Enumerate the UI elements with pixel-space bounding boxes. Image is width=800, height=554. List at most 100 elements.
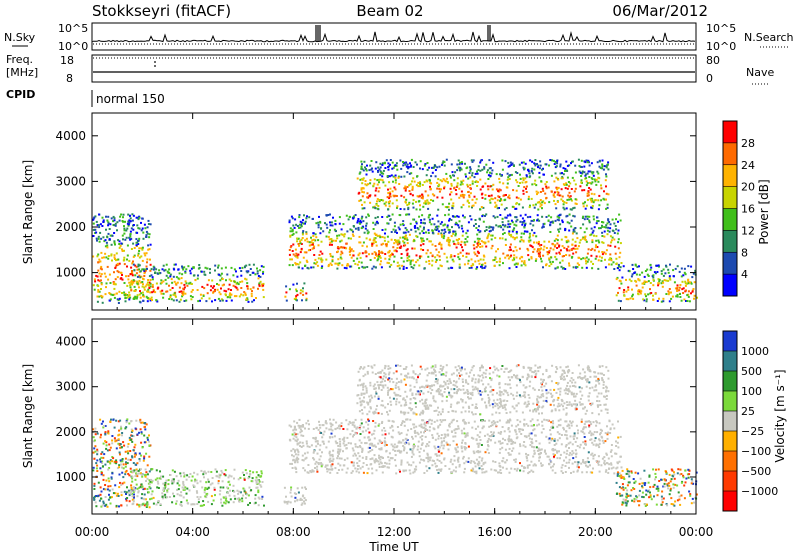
range-gate-cell [291,229,294,232]
range-gate-cell [524,181,527,184]
range-gate-cell [297,243,300,245]
range-gate-cell [380,171,383,174]
range-gate-cell [123,256,126,259]
range-gate-cell [122,220,125,223]
range-gate-cell [141,486,144,489]
range-gate-cell [103,425,106,427]
range-gate-cell [223,473,226,476]
range-gate-cell [138,227,141,230]
range-gate-cell [586,457,589,460]
range-gate-cell [443,161,446,163]
range-gate-cell [391,253,394,256]
range-gate-cell [222,486,225,489]
range-gate-cell [560,238,563,241]
range-gate-cell [523,260,526,263]
range-gate-cell [381,229,384,231]
range-gate-cell [140,229,143,232]
range-gate-cell [411,188,414,191]
range-gate-cell [523,226,526,229]
range-gate-cell [588,221,591,224]
range-gate-cell [244,293,247,296]
range-gate-cell [318,458,321,461]
range-gate-cell [193,503,196,506]
range-gate-cell [509,255,512,258]
range-gate-cell [354,432,357,435]
range-gate-cell [214,494,216,497]
range-gate-cell [364,183,367,186]
range-gate-cell [609,227,612,230]
range-gate-cell [295,255,298,258]
range-gate-cell [113,296,116,299]
range-gate-cell [311,243,314,246]
range-gate-cell [310,243,313,246]
range-gate-cell [662,300,665,303]
range-gate-cell [426,199,429,202]
range-gate-cell [260,485,263,488]
range-gate-cell [570,472,572,474]
range-gate-cell [368,169,371,172]
range-gate-cell [183,487,186,490]
range-gate-cell [292,459,295,462]
range-gate-cell [449,174,452,177]
range-gate-cell [367,418,370,421]
range-gate-cell [553,438,556,440]
range-gate-cell [434,462,437,465]
range-gate-cell [142,231,145,234]
range-gate-cell [447,236,450,239]
range-gate-cell [428,426,431,429]
range-gate-cell [577,245,580,248]
range-gate-cell [298,266,300,269]
range-gate-cell [371,442,374,445]
range-gate-cell [386,243,388,246]
range-gate-cell [511,442,514,445]
range-gate-cell [259,475,262,478]
range-gate-cell [176,281,179,284]
range-gate-cell [460,161,463,164]
range-gate-cell [109,462,112,465]
range-gate-cell [119,443,122,446]
range-gate-cell [133,254,136,257]
range-gate-cell [128,500,131,503]
range-gate-cell [436,454,438,457]
range-gate-cell [131,213,134,216]
range-gate-cell [582,215,585,218]
range-gate-cell [294,450,296,453]
power-y-tick-label: 4000 [55,129,86,143]
range-gate-cell [136,280,139,283]
range-gate-cell [498,177,501,180]
range-gate-cell [185,268,188,271]
range-gate-cell [250,480,253,483]
range-gate-cell [112,215,115,218]
range-gate-cell [580,159,583,162]
range-gate-cell [420,219,423,222]
range-gate-cell [94,427,97,430]
range-gate-cell [138,458,141,460]
range-gate-cell [99,260,102,263]
range-gate-cell [536,219,539,222]
range-gate-cell [378,463,381,466]
range-gate-cell [564,187,567,190]
range-gate-cell [417,181,420,184]
range-gate-cell [419,225,422,228]
range-gate-cell [291,217,294,220]
range-gate-cell [98,280,101,283]
range-gate-cell [415,235,418,238]
range-gate-cell [691,290,694,293]
range-gate-cell [622,291,625,294]
range-gate-cell [424,429,426,432]
range-gate-cell [514,246,517,249]
range-gate-cell [596,431,599,434]
range-gate-cell [512,447,515,450]
range-gate-cell [570,256,573,259]
range-gate-cell [361,203,363,206]
range-gate-cell [164,493,167,496]
range-gate-cell [102,474,105,477]
range-gate-cell [529,215,532,218]
range-gate-cell [112,457,115,460]
range-gate-cell [340,233,343,236]
range-gate-cell [589,430,592,433]
range-gate-cell [390,238,393,241]
range-gate-cell [582,205,585,208]
range-gate-cell [329,241,332,244]
range-gate-cell [236,489,239,492]
